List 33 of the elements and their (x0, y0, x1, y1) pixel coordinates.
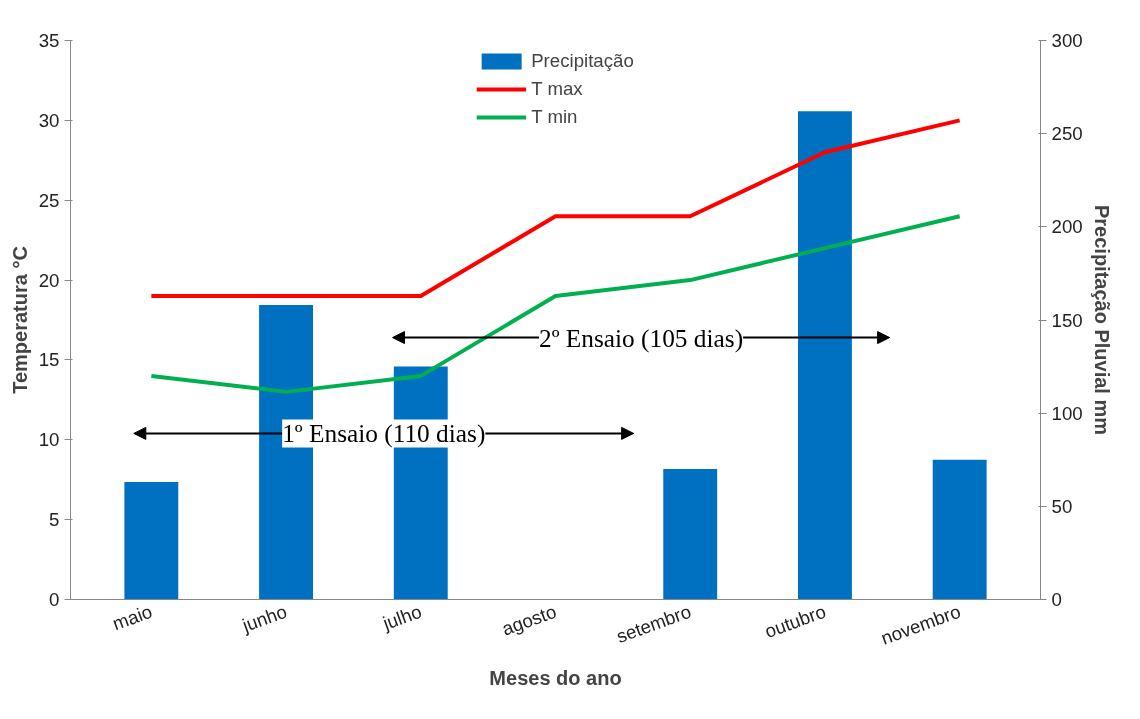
x-tick-label: maio (109, 600, 155, 635)
y-tick-label: 20 (38, 269, 60, 291)
y-tick-label: 15 (38, 349, 60, 371)
annotation: 1º Ensaio (110 dias) (282, 419, 486, 449)
y-tick-label: 35 (38, 30, 60, 51)
x-axis-title: Meses do ano (489, 666, 622, 689)
x-tick-label: junho (238, 600, 290, 637)
y-axis-title: Temperatura °C (8, 246, 31, 394)
legend-label: T max (531, 78, 583, 100)
legend-label: Precipitação (531, 50, 634, 72)
y-tick-label: 5 (49, 509, 60, 531)
y2-tick-label: 300 (1051, 30, 1083, 51)
y2-tick-label: 250 (1051, 123, 1083, 145)
bar (798, 111, 852, 600)
y2-tick-label: 0 (1051, 589, 1062, 610)
y2-axis-title: Precipitação Pluvial mm (1090, 204, 1113, 436)
bar (124, 482, 179, 600)
x-tick-label: julho (379, 600, 425, 635)
y2-tick-label: 50 (1051, 495, 1073, 517)
x-tick-label: agosto (499, 600, 560, 640)
bar (663, 469, 718, 600)
y2-tick-label: 200 (1051, 216, 1083, 238)
bar (932, 459, 987, 600)
y2-tick-label: 150 (1051, 309, 1083, 331)
y-tick-label: 10 (38, 429, 60, 451)
legend-label: T min (531, 106, 578, 128)
y-tick-label: 25 (38, 189, 60, 211)
x-tick-label: outubro (761, 600, 829, 643)
y-tick-label: 0 (49, 589, 60, 610)
annotation: 2º Ensaio (105 dias) (538, 323, 744, 353)
y-tick-label: 30 (38, 109, 60, 131)
y2-tick-label: 100 (1051, 402, 1083, 424)
line-series (149, 214, 962, 394)
